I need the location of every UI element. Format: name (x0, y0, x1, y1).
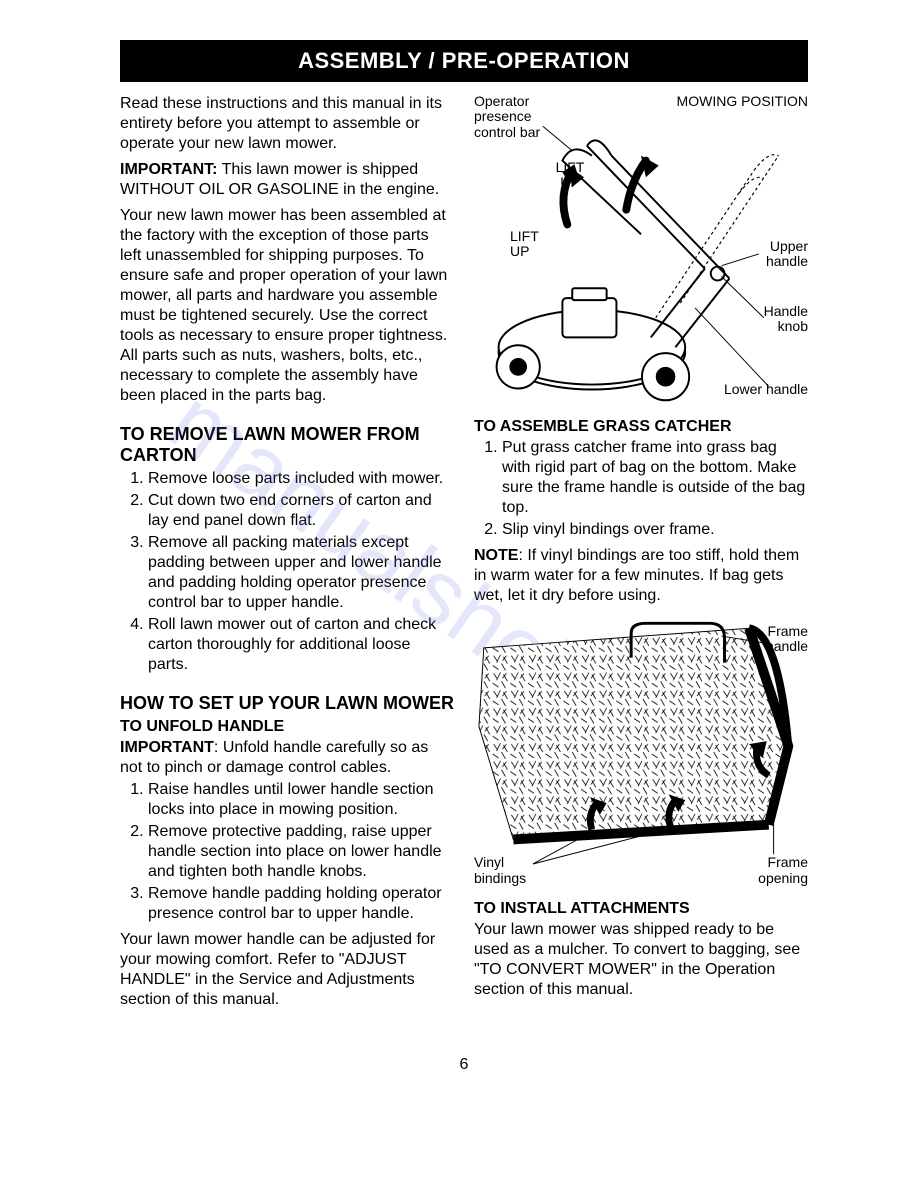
list-item: Slip vinyl bindings over frame. (502, 520, 808, 540)
important-paragraph: IMPORTANT: This lawn mower is shipped WI… (120, 160, 454, 200)
mower-diagram: Operator presence control bar MOWING POS… (474, 94, 808, 404)
right-column: Operator presence control bar MOWING POS… (474, 94, 808, 1016)
fig-label-frame-opening: Frame opening (743, 855, 808, 886)
unfold-important-label: IMPORTANT (120, 739, 214, 756)
note-label: NOTE (474, 547, 518, 564)
page-number: 6 (120, 1056, 808, 1074)
grass-svg (474, 616, 808, 886)
grass-catcher-diagram: Frame handle Vinyl bindings Frame openin… (474, 616, 808, 886)
list-item: Remove protective padding, raise upper h… (148, 822, 454, 882)
fig-label-lower: Lower handle (724, 382, 808, 397)
fig-label-lift2: LIFT UP (510, 229, 550, 260)
unfold-heading: TO UNFOLD HANDLE (120, 718, 454, 736)
list-item: Cut down two end corners of carton and l… (148, 491, 454, 531)
list-item: Roll lawn mower out of carton and check … (148, 615, 454, 675)
assembly-paragraph: Your new lawn mower has been assembled a… (120, 206, 454, 406)
install-paragraph: Your lawn mower was shipped ready to be … (474, 920, 808, 1000)
fig-label-upper: Upper handle (753, 239, 808, 270)
intro-paragraph: Read these instructions and this manual … (120, 94, 454, 154)
grass-heading: TO ASSEMBLE GRASS CATCHER (474, 418, 808, 436)
note-text: : If vinyl bindings are too stiff, hold … (474, 547, 799, 604)
manual-page: manualshelf.com ASSEMBLY / PRE-OPERATION… (0, 0, 918, 1104)
unfold-steps-list: Raise handles until lower handle section… (120, 780, 454, 924)
list-item: Remove handle padding holding operator p… (148, 884, 454, 924)
fig-label-mowing: MOWING POSITION (677, 94, 808, 109)
remove-heading: TO REMOVE LAWN MOWER FROM CARTON (120, 424, 454, 465)
list-item: Put grass catcher frame into grass bag w… (502, 438, 808, 518)
fig-label-operator: Operator presence control bar (474, 94, 554, 140)
note-paragraph: NOTE: If vinyl bindings are too stiff, h… (474, 546, 808, 606)
list-item: Raise handles until lower handle section… (148, 780, 454, 820)
grass-steps-list: Put grass catcher frame into grass bag w… (474, 438, 808, 540)
fig-label-lift1: LIFT UP (550, 160, 590, 191)
unfold-important-paragraph: IMPORTANT: Unfold handle carefully so as… (120, 738, 454, 778)
remove-steps-list: Remove loose parts included with mower. … (120, 469, 454, 675)
setup-heading: HOW TO SET UP YOUR LAWN MOWER (120, 693, 454, 714)
fig-label-frame-handle: Frame handle (753, 624, 808, 655)
adjust-paragraph: Your lawn mower handle can be adjusted f… (120, 930, 454, 1010)
important-label: IMPORTANT: (120, 161, 217, 178)
list-item: Remove loose parts included with mower. (148, 469, 454, 489)
install-heading: TO INSTALL ATTACHMENTS (474, 900, 808, 918)
left-column: Read these instructions and this manual … (120, 94, 454, 1016)
section-header: ASSEMBLY / PRE-OPERATION (120, 40, 808, 82)
fig-label-knob: Handle knob (753, 304, 808, 335)
list-item: Remove all packing materials except padd… (148, 533, 454, 613)
two-column-layout: Read these instructions and this manual … (120, 94, 808, 1016)
fig-label-vinyl: Vinyl bindings (474, 855, 544, 886)
